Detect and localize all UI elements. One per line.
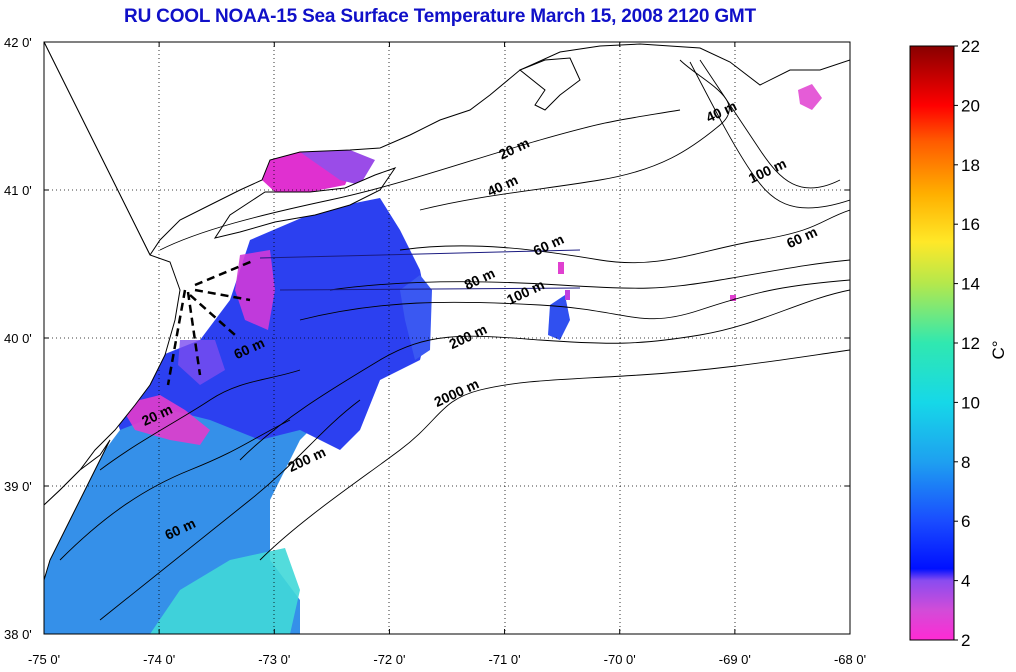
isobath-60m: [399, 209, 850, 264]
isobath-inner-2: [59, 419, 291, 561]
land-delmarva: [44, 439, 111, 581]
colorbar-tick-label: 8: [961, 453, 970, 472]
sst-speck-2: [565, 290, 570, 300]
colorbar-tick-label: 16: [961, 215, 980, 234]
isobath-200m: [239, 289, 850, 461]
isobath-100m: [299, 279, 850, 321]
lat-tick-label: 40 0': [4, 331, 32, 346]
sst-patch-yellow-offshore: [790, 568, 835, 632]
colorbar-tick-label: 10: [961, 393, 980, 412]
lon-tick-label: -74 0': [143, 652, 175, 667]
isobath-georges-b: [689, 61, 850, 209]
lat-tick-label: 41 0': [4, 183, 32, 198]
lon-tick-label: -72 0': [373, 652, 405, 667]
colorbar-tick-label: 20: [961, 96, 980, 115]
sst-patch-magenta-delaware: [120, 395, 210, 445]
colorbar-ticks: 22 20 18 16 14 12 10 8 6 4 2: [954, 37, 980, 650]
colorbar-gradient: [909, 45, 955, 641]
sst-patch-blue-east: [400, 275, 432, 360]
longitude-ticks: -75 0' -74 0' -73 0' -72 0' -71 0' -70 0' -69 …: [28, 42, 866, 667]
isobath-inner-1: [99, 369, 301, 471]
isobath-2000m: [259, 349, 850, 561]
sst-data-layer: [44, 84, 835, 634]
land-cape-cod: [519, 57, 581, 111]
sst-patch-blue-central: [110, 198, 430, 450]
lon-tick-label: -75 0': [28, 652, 60, 667]
colorbar-tick-label: 4: [961, 572, 970, 591]
latitude-ticks: 42 0' 41 0' 40 0' 39 0' 38 0': [4, 35, 850, 642]
isobath-inner-3: [99, 399, 361, 621]
lat-tick-label: 39 0': [4, 479, 32, 494]
isobath-80m: [329, 259, 850, 291]
map-title: RU COOL NOAA-15 Sea Surface Temperature …: [124, 6, 756, 27]
shipping-lane-5: [189, 294, 236, 336]
colorbar-tick-label: 12: [961, 334, 980, 353]
lon-tick-label: -68 0': [834, 652, 866, 667]
shipping-lane-1: [166, 289, 187, 386]
isobath-contours: [59, 59, 850, 621]
sst-patch-cyan-offshore: [700, 440, 835, 505]
sst-patch-magenta-bight: [235, 250, 275, 330]
shipping-lane-3: [194, 258, 256, 287]
colorbar-tick-label: 6: [961, 512, 970, 531]
shipping-lane-4: [194, 288, 251, 302]
colorbar-tick-label: 18: [961, 156, 980, 175]
colorbar-tick-label: 2: [961, 631, 970, 650]
colorbar-tick-label: 22: [961, 37, 980, 56]
sst-speck-3: [730, 295, 736, 301]
lon-tick-label: -70 0': [604, 652, 636, 667]
isobath-20m: [159, 109, 681, 251]
land-long-island: [213, 167, 397, 239]
lat-tick-label: 38 0': [4, 627, 32, 642]
sst-patch-magenta-georges: [798, 84, 822, 110]
transect-line-north: [259, 249, 581, 259]
colorbar-tick-label: 14: [961, 275, 980, 294]
sst-patch-purple-mid: [178, 340, 225, 385]
isobath-georges-a: [699, 59, 841, 189]
colorbar: 22 20 18 16 14 12 10 8 6 4 2 C°: [909, 37, 1008, 650]
lon-tick-label: -71 0': [489, 652, 521, 667]
transect-line-south: [279, 287, 581, 291]
lon-tick-label: -73 0': [258, 652, 290, 667]
lon-tick-label: -69 0': [719, 652, 751, 667]
shipping-lane-2: [186, 291, 202, 376]
graticule: [44, 42, 850, 634]
shipping-lanes: [166, 258, 256, 386]
sst-patch-cyan-south: [150, 548, 300, 634]
isobath-40m-north: [419, 59, 730, 211]
land-new-england: [44, 42, 850, 256]
sst-speck-1: [558, 262, 564, 274]
lat-tick-label: 42 0': [4, 35, 32, 50]
sst-patch-purple-ny: [300, 150, 375, 185]
colorbar-unit: C°: [989, 340, 1008, 359]
transect-lines: [259, 249, 581, 291]
land-layer: [44, 42, 850, 581]
